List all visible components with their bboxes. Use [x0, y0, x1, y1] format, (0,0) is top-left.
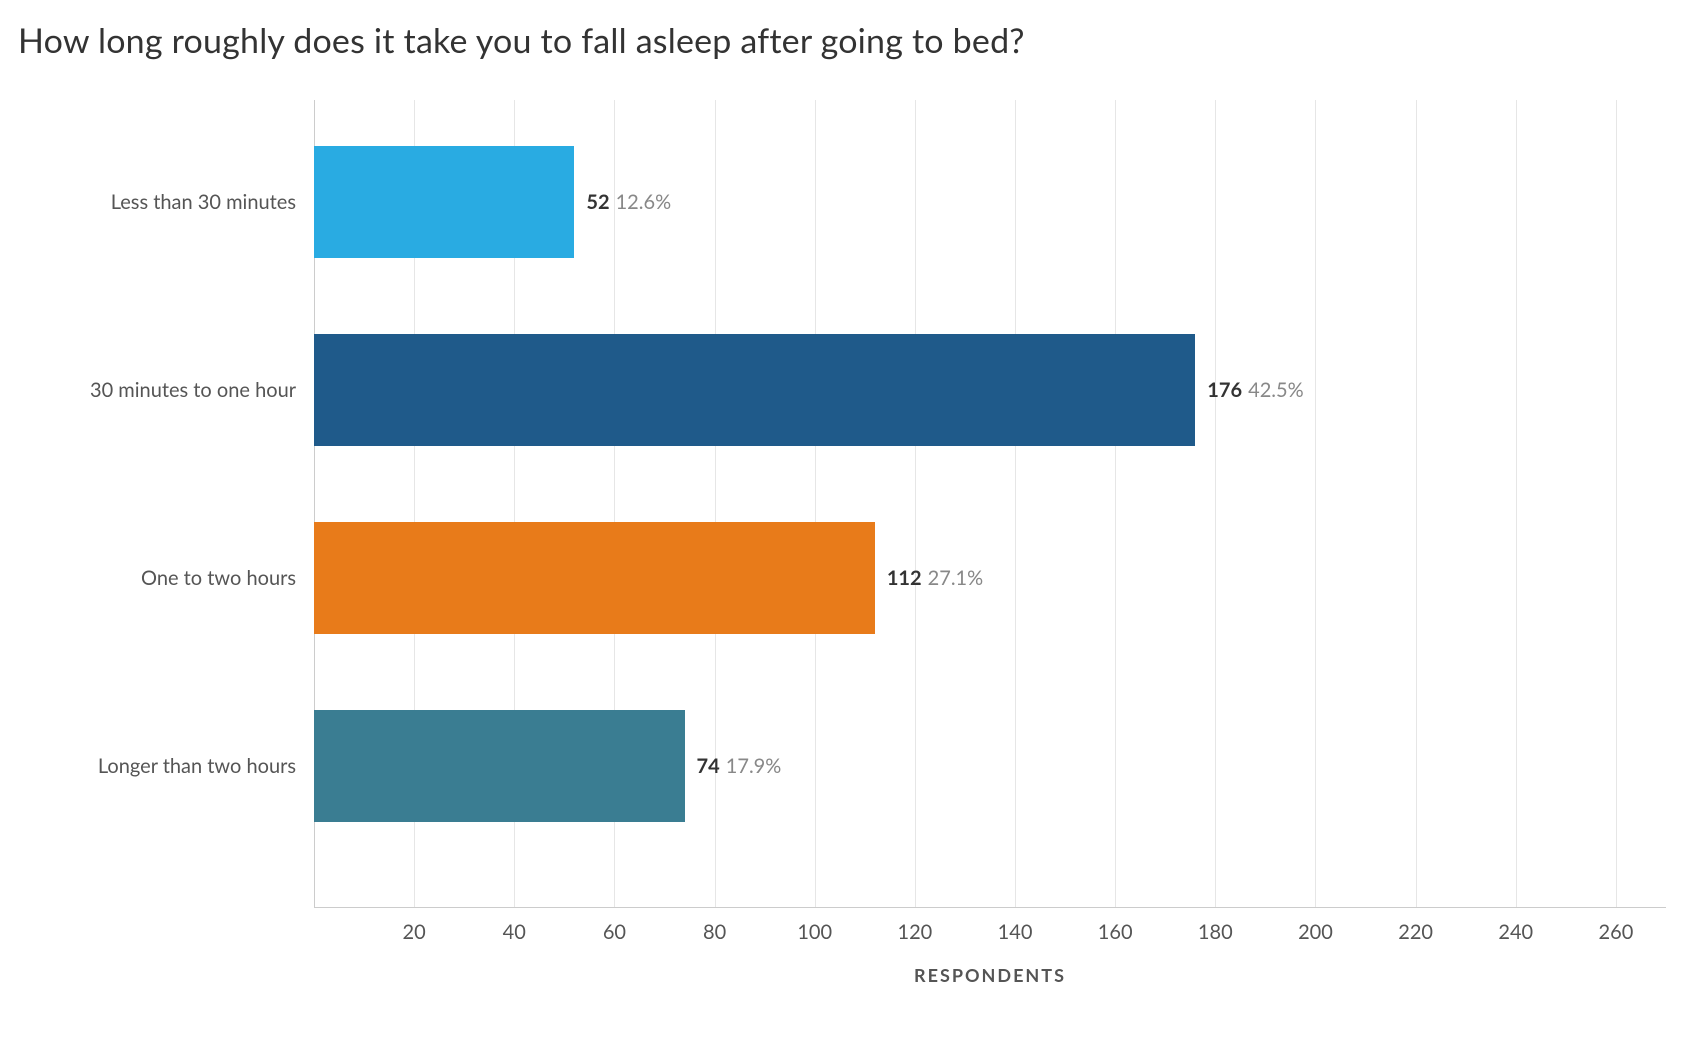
bar: [314, 522, 875, 634]
x-tick-label: 80: [703, 920, 726, 944]
x-tick-label: 40: [503, 920, 526, 944]
value-percent: 42.5%: [1248, 378, 1304, 402]
x-axis-line: [314, 907, 1666, 908]
bar-row: 30 minutes to one hour17642.5%: [314, 334, 1666, 446]
bar: [314, 146, 574, 258]
category-label: One to two hours: [141, 566, 314, 590]
x-tick-label: 20: [403, 920, 426, 944]
value-percent: 27.1%: [928, 566, 984, 590]
bar: [314, 710, 685, 822]
x-tick-label: 160: [1098, 920, 1133, 944]
value-label: 52 12.6%: [586, 190, 671, 214]
value-label: 7417.9%: [697, 754, 782, 778]
value-label: 17642.5%: [1207, 378, 1303, 402]
chart-plot-area: Less than 30 minutes5212.6%30 minutes to…: [314, 100, 1666, 908]
x-tick-label: 240: [1498, 920, 1533, 944]
x-tick-label: 260: [1599, 920, 1634, 944]
x-tick-label: 60: [603, 920, 626, 944]
bar-row: One to two hours11227.1%: [314, 522, 1666, 634]
category-label: Less than 30 minutes: [111, 190, 314, 214]
x-tick-label: 200: [1298, 920, 1333, 944]
value-label: 11227.1%: [887, 566, 983, 590]
bar-row: Less than 30 minutes5212.6%: [314, 146, 1666, 258]
x-tick-label: 140: [998, 920, 1033, 944]
value-count: 74: [697, 754, 720, 778]
x-tick-label: 180: [1198, 920, 1233, 944]
value-percent: 17.9%: [726, 754, 782, 778]
value-count: 112: [887, 566, 922, 590]
page: How long roughly does it take you to fal…: [0, 0, 1707, 1048]
category-label: Longer than two hours: [98, 754, 314, 778]
x-tick-label: 100: [797, 920, 832, 944]
value-count: 176: [1207, 378, 1242, 402]
value-percent: 12.6%: [616, 190, 672, 214]
bar: [314, 334, 1195, 446]
chart-title: How long roughly does it take you to fal…: [18, 20, 1677, 61]
category-label: 30 minutes to one hour: [90, 378, 314, 402]
value-count: 52: [586, 190, 609, 214]
bar-row: Longer than two hours7417.9%: [314, 710, 1666, 822]
x-tick-label: 220: [1398, 920, 1433, 944]
x-tick-label: 120: [897, 920, 932, 944]
x-axis-title: RESPONDENTS: [914, 964, 1066, 986]
